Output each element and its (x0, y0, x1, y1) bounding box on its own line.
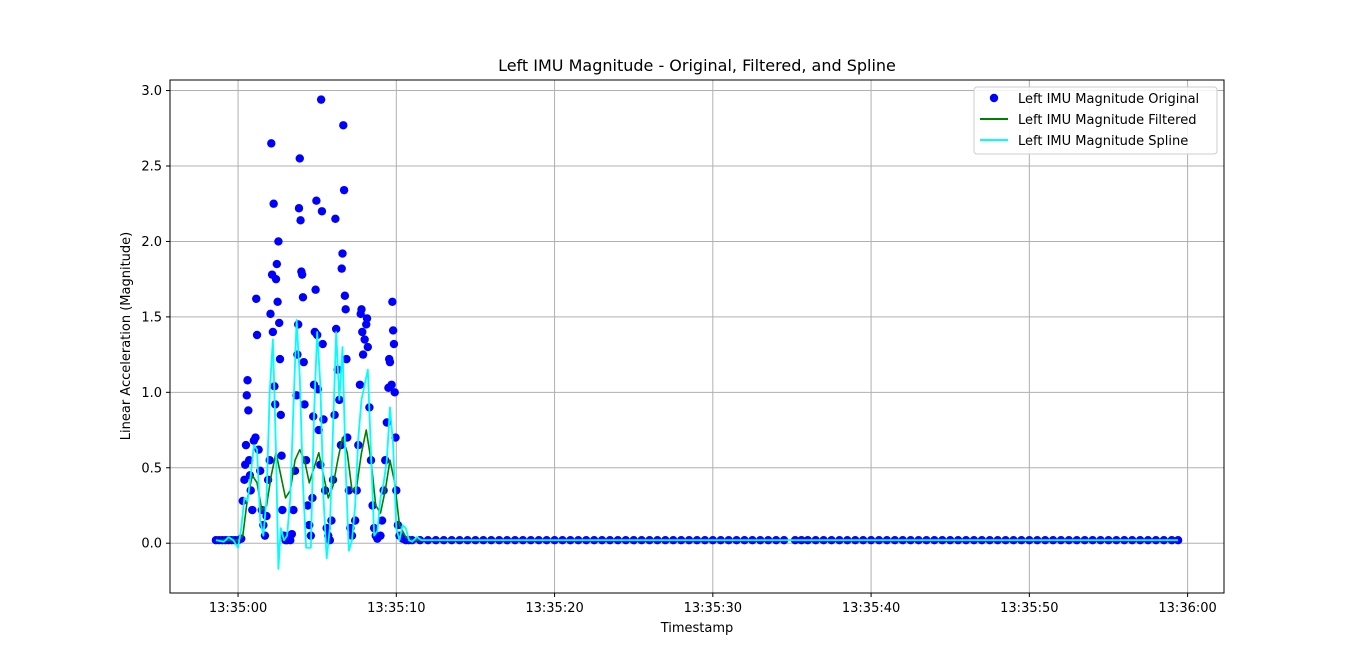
data-point (388, 297, 397, 306)
data-point (267, 139, 276, 148)
data-point (325, 535, 335, 545)
data-point (331, 324, 341, 334)
data-point (276, 410, 285, 420)
data-point (355, 380, 365, 389)
data-point (358, 327, 367, 337)
data-point (316, 95, 326, 104)
plot-area (211, 95, 1183, 570)
data-point (298, 293, 308, 302)
legend-label: Left IMU Magnitude Spline (1018, 134, 1188, 149)
data-point (376, 531, 385, 540)
data-point (385, 357, 395, 367)
data-point (277, 451, 286, 460)
data-point (241, 440, 251, 450)
data-point (339, 185, 349, 195)
x-tick-label: 13:35:30 (684, 601, 742, 616)
data-point (389, 339, 399, 349)
data-point (327, 516, 336, 525)
data-point (318, 339, 327, 349)
y-axis: 0.0 0.5 1.0 1.5 2.0 2.5 3.0 (141, 84, 170, 552)
chart-title: Left IMU Magnitude - Original, Filtered,… (498, 56, 896, 75)
y-tick-label: 2.0 (141, 235, 162, 250)
y-tick-label: 1.5 (141, 310, 162, 325)
data-point (390, 388, 399, 397)
data-point (262, 511, 271, 521)
data-point (331, 214, 340, 224)
data-point (289, 505, 298, 515)
data-point (342, 354, 351, 364)
data-point (275, 354, 285, 364)
data-point (248, 505, 257, 515)
series-spline-line (215, 319, 1179, 570)
data-point (363, 342, 373, 352)
data-point (317, 207, 327, 216)
y-tick-label: 0.5 (141, 461, 162, 476)
data-point (295, 154, 304, 163)
legend-marker-original (989, 93, 999, 103)
data-point (243, 376, 252, 385)
data-point (269, 199, 278, 208)
data-point (240, 475, 249, 485)
data-point (358, 350, 368, 359)
legend: Left IMU Magnitude Original Left IMU Magn… (973, 86, 1218, 155)
data-point (339, 121, 348, 130)
data-point (296, 216, 305, 225)
x-axis: 13:35:00 13:35:10 13:35:20 13:35:30 13:35:40… (209, 593, 1217, 616)
data-point (341, 305, 350, 314)
x-tick-label: 13:35:40 (842, 601, 900, 616)
data-point (242, 391, 251, 400)
data-point (360, 335, 369, 344)
data-point (330, 410, 339, 420)
y-tick-label: 2.5 (141, 160, 162, 175)
x-tick-label: 13:35:00 (209, 601, 267, 616)
data-point (299, 357, 308, 367)
data-point (311, 285, 320, 294)
x-tick-label: 13:35:10 (367, 601, 425, 616)
x-tick-label: 13:35:50 (1000, 601, 1058, 616)
data-point (287, 529, 297, 539)
data-point (377, 516, 387, 525)
legend-label: Left IMU Magnitude Original (1018, 92, 1199, 107)
data-point (303, 501, 312, 510)
data-point (297, 270, 307, 279)
data-point (266, 309, 275, 319)
data-point (252, 294, 261, 303)
data-point (337, 264, 346, 273)
data-point (381, 456, 390, 465)
data-point (293, 320, 303, 329)
data-point (273, 297, 282, 306)
data-point (271, 274, 281, 284)
data-point (362, 314, 372, 323)
data-point (274, 237, 283, 246)
x-axis-label: Timestamp (660, 621, 734, 636)
y-tick-label: 3.0 (141, 84, 162, 99)
y-tick-label: 0.0 (141, 537, 162, 552)
x-tick-label: 13:35:20 (525, 601, 583, 616)
data-point (272, 259, 282, 269)
data-point (357, 305, 366, 314)
plot-frame (169, 79, 1225, 594)
y-tick-label: 1.0 (141, 386, 162, 401)
data-point (294, 204, 304, 213)
data-point (300, 400, 309, 409)
data-point (387, 380, 396, 389)
data-point (340, 291, 350, 300)
legend-label: Left IMU Magnitude Filtered (1018, 113, 1196, 128)
data-point (244, 406, 253, 415)
data-point (251, 433, 260, 442)
x-tick-label: 13:36:00 (1158, 601, 1216, 616)
data-point (388, 326, 398, 335)
data-point (278, 505, 287, 515)
data-point (274, 318, 284, 328)
data-point (252, 330, 262, 340)
data-point (312, 196, 321, 205)
legend-box (973, 86, 1218, 155)
y-axis-label: Linear Acceleration (Magnitude) (119, 232, 134, 440)
data-point (350, 516, 360, 525)
data-point (268, 327, 278, 337)
data-point (338, 249, 347, 258)
